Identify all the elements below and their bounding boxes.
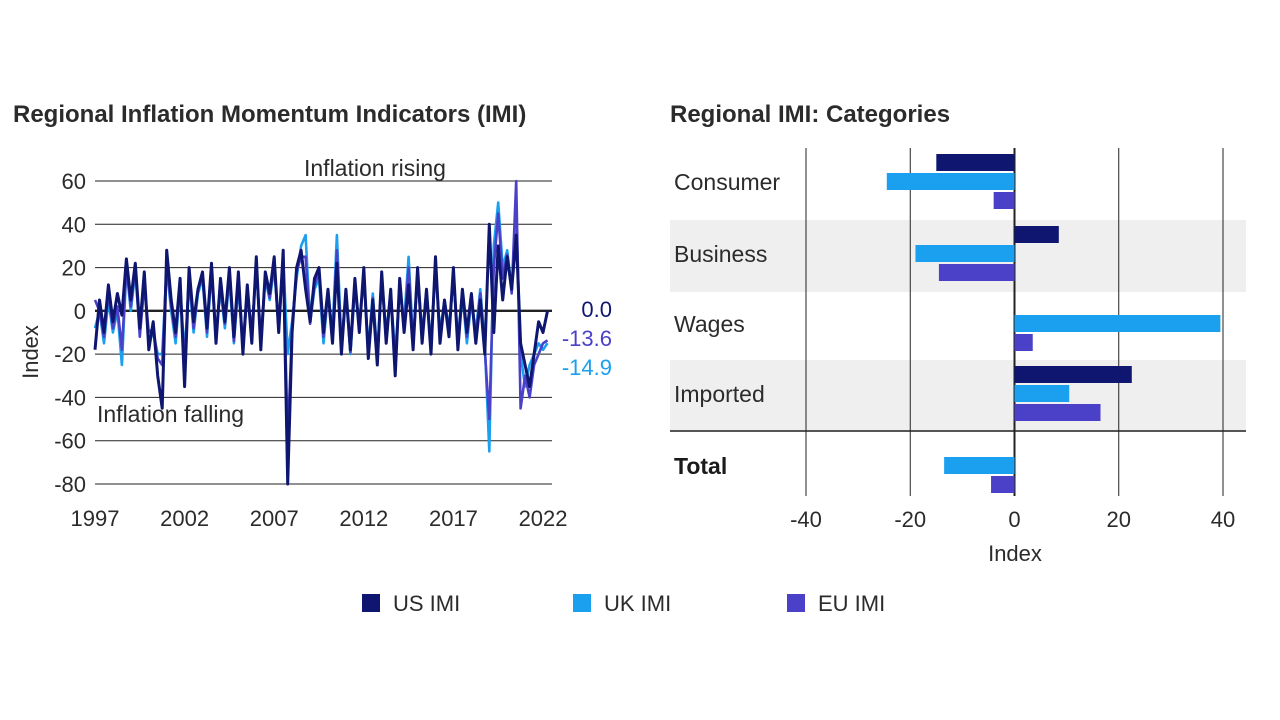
- y-tick-label: 40: [62, 212, 86, 237]
- x-tick-label: -20: [894, 507, 926, 532]
- line-chart-end-labels: 0.0 -13.6 -14.9: [562, 297, 612, 380]
- bar-uk-wages: [1014, 315, 1221, 332]
- end-label-uk: -14.9: [562, 355, 612, 380]
- legend: US IMI UK IMI EU IMI: [362, 591, 885, 616]
- bar-uk-consumer: [886, 173, 1015, 190]
- bar-eu-business: [938, 264, 1015, 281]
- annotation-inflation-rising: Inflation rising: [304, 155, 446, 181]
- bar-eu-consumer: [993, 192, 1015, 209]
- category-label: Total: [674, 453, 727, 479]
- bar-eu-total: [991, 476, 1015, 493]
- bar-uk-business: [915, 245, 1015, 262]
- bar-chart-x-axis-label: Index: [988, 541, 1042, 566]
- x-tick-label: 40: [1211, 507, 1235, 532]
- x-tick-label: 2007: [250, 506, 299, 531]
- x-tick-label: 2012: [339, 506, 388, 531]
- y-tick-label: -20: [54, 342, 86, 367]
- y-tick-label: 0: [74, 299, 86, 324]
- line-chart-y-axis-label: Index: [18, 325, 43, 379]
- x-tick-label: 2017: [429, 506, 478, 531]
- legend-swatch: [573, 594, 591, 612]
- legend-label: UK IMI: [604, 591, 671, 616]
- bar-us-imported: [1014, 366, 1132, 383]
- end-label-eu: -13.6: [562, 326, 612, 351]
- x-tick-label: 20: [1107, 507, 1131, 532]
- bar-chart-category-labels: Consumer Business Wages Imported Total: [674, 169, 780, 479]
- bar-us-business: [1014, 226, 1059, 243]
- y-tick-label: 60: [62, 169, 86, 194]
- bar-chart: Regional IMI: Categories Consumer Busines…: [670, 101, 1246, 566]
- line-chart-series: [93, 179, 549, 486]
- row-band: [670, 360, 1246, 432]
- legend-item-us: US IMI: [362, 591, 460, 616]
- legend-item-eu: EU IMI: [787, 591, 885, 616]
- bar-chart-x-ticks: -40 -20 0 20 40: [790, 507, 1235, 532]
- x-tick-label: 1997: [71, 506, 120, 531]
- x-tick-label: 0: [1008, 507, 1020, 532]
- x-tick-label: 2002: [160, 506, 209, 531]
- legend-label: EU IMI: [818, 591, 885, 616]
- y-tick-label: -80: [54, 472, 86, 497]
- line-chart-y-ticks: 60 40 20 0 -20 -40 -60 -80: [54, 169, 86, 497]
- legend-swatch: [362, 594, 380, 612]
- bar-uk-imported: [1014, 385, 1070, 402]
- y-tick-label: -40: [54, 385, 86, 410]
- series-line-us: [93, 222, 549, 486]
- category-label: Wages: [674, 311, 745, 337]
- bar-us-consumer: [936, 154, 1015, 171]
- legend-swatch: [787, 594, 805, 612]
- line-chart: Regional Inflation Momentum Indicators (…: [13, 101, 612, 531]
- category-label: Consumer: [674, 169, 780, 195]
- bar-chart-bars: [886, 154, 1221, 493]
- x-tick-label: -40: [790, 507, 822, 532]
- line-chart-x-ticks: 1997 2002 2007 2012 2017 2022: [71, 506, 568, 531]
- end-label-us: 0.0: [581, 297, 612, 322]
- bar-chart-title: Regional IMI: Categories: [670, 101, 950, 128]
- legend-label: US IMI: [393, 591, 460, 616]
- bar-eu-imported: [1014, 404, 1101, 421]
- bar-uk-total: [944, 457, 1015, 474]
- category-label: Business: [674, 241, 767, 267]
- line-chart-title: Regional Inflation Momentum Indicators (…: [13, 101, 526, 128]
- bar-eu-wages: [1014, 334, 1033, 351]
- y-tick-label: 20: [62, 256, 86, 281]
- category-label: Imported: [674, 381, 765, 407]
- legend-item-uk: UK IMI: [573, 591, 671, 616]
- x-tick-label: 2022: [519, 506, 568, 531]
- y-tick-label: -60: [54, 429, 86, 454]
- annotation-inflation-falling: Inflation falling: [97, 401, 244, 427]
